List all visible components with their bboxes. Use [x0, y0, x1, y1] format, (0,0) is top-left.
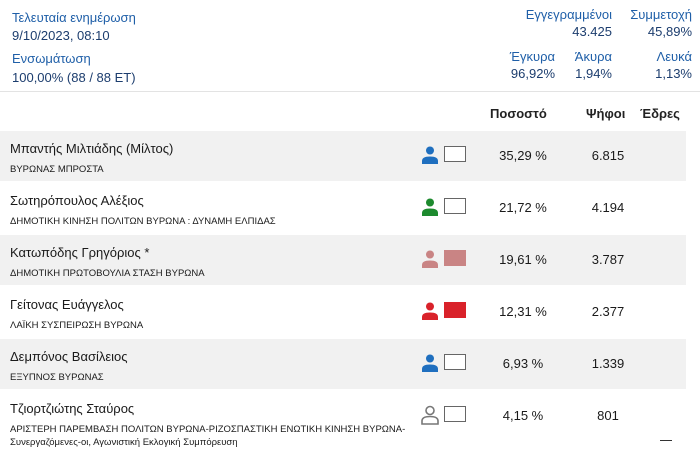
party-name: ΔΗΜΟΤΙΚΗ ΠΡΩΤΟΒΟΥΛΙΑ ΣΤΑΣΗ ΒΥΡΩΝΑ — [10, 268, 205, 279]
candidate-party: ΔΗΜΟΤΙΚΗ ΚΙΝΗΣΗ ΠΟΛΙΤΩΝ ΒΥΡΩΝΑ : ΔΥΝΑΜΗ … — [10, 215, 276, 228]
candidate-name: Κατωπόδης Γρηγόριος * — [10, 245, 150, 260]
invalid-label: Άκυρα — [574, 49, 612, 64]
person-icon — [422, 250, 438, 268]
candidate-party: ΒΥΡΩΝΑΣ ΜΠΡΟΣΤΑ — [10, 163, 104, 176]
candidate-name: Τζιορτζιώτης Σταύρος — [10, 401, 135, 416]
party-name: ΔΗΜΟΤΙΚΗ ΚΙΝΗΣΗ ΠΟΛΙΤΩΝ ΒΥΡΩΝΑ : ΔΥΝΑΜΗ … — [10, 216, 276, 227]
column-header-votes: Ψήφοι — [586, 106, 626, 121]
party-name: ΕΞΥΠΝΟΣ ΒΥΡΩΝΑΣ — [10, 372, 104, 383]
candidate-votes: 4.194 — [591, 200, 625, 215]
candidate-name: Δεμπόνος Βασίλειος — [10, 349, 128, 364]
candidate-percent: 19,61 % — [499, 252, 547, 267]
party-color-square — [444, 146, 466, 162]
results-header: Τελευταία ενημέρωση 9/10/2023, 08:10 Ενσ… — [0, 0, 700, 92]
blank-value: 1,13% — [655, 66, 692, 81]
candidate-percent: 35,29 % — [499, 148, 547, 163]
valid-value: 96,92% — [510, 66, 555, 81]
party-name: ΛΑΪΚΗ ΣΥΣΠΕΙΡΩΣΗ ΒΥΡΩΝΑ — [10, 320, 144, 331]
party-name-continued: Συνεργαζόμενες-οι, Αγωνιστική Εκλογική Σ… — [10, 437, 238, 448]
table-row[interactable]: Σωτηρόπουλος Αλέξιος ΔΗΜΟΤΙΚΗ ΚΙΝΗΣΗ ΠΟΛΙ… — [0, 182, 686, 233]
person-outline-icon — [421, 405, 439, 425]
candidate-party: ΔΗΜΟΤΙΚΗ ΠΡΩΤΟΒΟΥΛΙΑ ΣΤΑΣΗ ΒΥΡΩΝΑ — [10, 267, 205, 280]
person-icon — [422, 354, 438, 372]
party-color-square — [444, 354, 466, 370]
column-header-seats: Έδρες — [640, 106, 680, 121]
candidate-votes: 801 — [597, 408, 619, 423]
person-icon — [422, 198, 438, 216]
table-row[interactable]: Τζιορτζιώτης Σταύρος ΑΡΙΣΤΕΡΗ ΠΑΡΕΜΒΑΣΗ Π… — [0, 390, 686, 450]
party-color-square — [444, 250, 466, 266]
integration-label: Ενσωμάτωση — [12, 51, 91, 66]
person-icon — [422, 146, 438, 164]
candidate-percent: 4,15 % — [502, 408, 544, 423]
last-update-value: 9/10/2023, 08:10 — [12, 28, 110, 43]
last-update-label: Τελευταία ενημέρωση — [12, 10, 136, 25]
candidate-percent: 12,31 % — [499, 304, 547, 319]
candidate-name: Γείτονας Ευάγγελος — [10, 297, 124, 312]
column-header-percent: Ποσοστό — [490, 106, 547, 121]
registered-label: Εγγεγραμμένοι — [525, 7, 612, 22]
turnout-value: 45,89% — [647, 24, 692, 39]
candidate-name: Μπαντής Μιλτιάδης (Μίλτος) — [10, 141, 174, 156]
candidate-percent: 6,93 % — [502, 356, 544, 371]
integration-value: 100,00% (88 / 88 ΕΤ) — [12, 70, 136, 85]
turnout-label: Συμμετοχή — [630, 7, 692, 22]
candidate-votes: 2.377 — [591, 304, 625, 319]
party-color-square — [444, 302, 466, 318]
scroll-indicator — [660, 440, 672, 441]
candidate-votes: 6.815 — [591, 148, 625, 163]
party-color-square — [444, 406, 466, 422]
party-name: ΒΥΡΩΝΑΣ ΜΠΡΟΣΤΑ — [10, 164, 104, 175]
candidate-votes: 3.787 — [591, 252, 625, 267]
candidate-party: ΛΑΪΚΗ ΣΥΣΠΕΙΡΩΣΗ ΒΥΡΩΝΑ — [10, 319, 143, 332]
party-color-square — [444, 198, 466, 214]
candidate-votes: 1.339 — [591, 356, 625, 371]
table-row[interactable]: Κατωπόδης Γρηγόριος * ΔΗΜΟΤΙΚΗ ΠΡΩΤΟΒΟΥΛΙ… — [0, 234, 686, 285]
candidate-percent: 21,72 % — [499, 200, 547, 215]
person-icon — [422, 302, 438, 320]
header-divider — [0, 91, 700, 92]
party-name: ΑΡΙΣΤΕΡΗ ΠΑΡΕΜΒΑΣΗ ΠΟΛΙΤΩΝ ΒΥΡΩΝΑ-ΡΙΖΟΣΠ… — [10, 424, 406, 435]
candidate-name: Σωτηρόπουλος Αλέξιος — [10, 193, 144, 208]
invalid-value: 1,94% — [575, 66, 612, 81]
candidate-party: ΑΡΙΣΤΕΡΗ ΠΑΡΕΜΒΑΣΗ ΠΟΛΙΤΩΝ ΒΥΡΩΝΑ-ΡΙΖΟΣΠ… — [10, 423, 405, 449]
candidate-party: ΕΞΥΠΝΟΣ ΒΥΡΩΝΑΣ — [10, 371, 104, 384]
valid-label: Έγκυρα — [509, 49, 555, 64]
table-row[interactable]: Γείτονας Ευάγγελος ΛΑΪΚΗ ΣΥΣΠΕΙΡΩΣΗ ΒΥΡΩΝ… — [0, 286, 686, 337]
blank-label: Λευκά — [656, 49, 692, 64]
table-row[interactable]: Μπαντής Μιλτιάδης (Μίλτος) ΒΥΡΩΝΑΣ ΜΠΡΟΣΤ… — [0, 130, 686, 181]
registered-value: 43.425 — [572, 24, 612, 39]
table-row[interactable]: Δεμπόνος Βασίλειος ΕΞΥΠΝΟΣ ΒΥΡΩΝΑΣ 6,93 % 1… — [0, 338, 686, 389]
